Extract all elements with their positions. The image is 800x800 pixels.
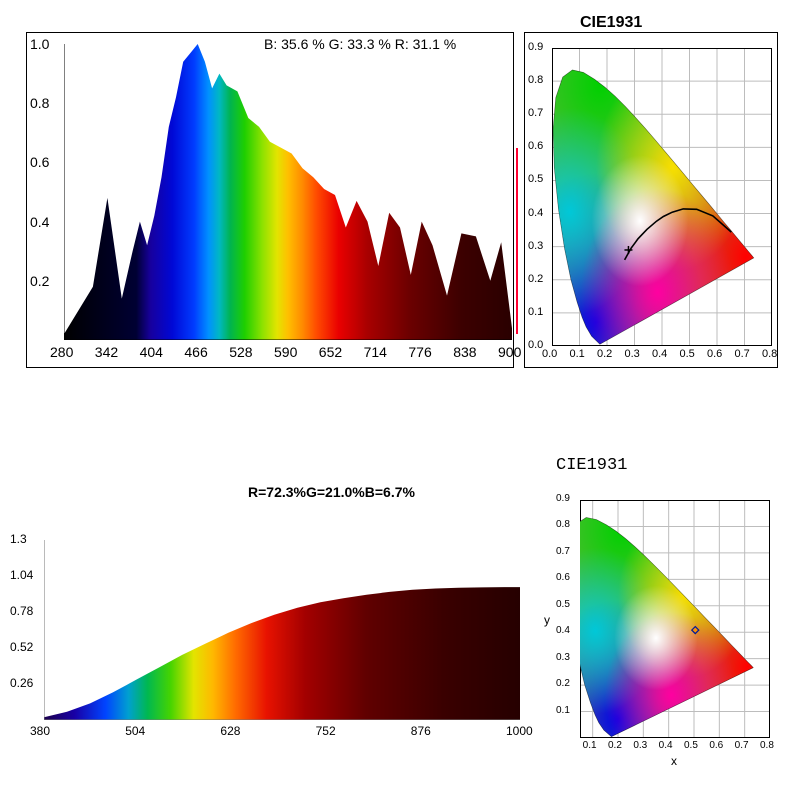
xtick-top: 590 (274, 344, 297, 360)
red-marker (516, 148, 518, 334)
xtick-top: 714 (364, 344, 387, 360)
ytick-bot: 1.3 (10, 532, 27, 546)
cie-ytick-ctop: 0.2 (528, 273, 543, 285)
ytick-bot: 0.78 (10, 604, 33, 618)
ytick-top: 0.2 (30, 273, 49, 289)
cie-xtick-ctop: 0.8 (762, 348, 777, 360)
cie-xlabel-cbot: x (671, 754, 677, 768)
spectrum-title-top: B: 35.6 % G: 33.3 % R: 31.1 % (264, 36, 456, 52)
cie-ytick-ctop: 0.5 (528, 173, 543, 185)
cie-xtick-ctop: 0.7 (735, 348, 750, 360)
cie-ytick-ctop: 0.4 (528, 207, 543, 219)
cie-title-ctop: CIE1931 (580, 14, 642, 32)
cie-ytick-cbot: 0.6 (556, 572, 570, 583)
cie-ytick-ctop: 0.0 (528, 339, 543, 351)
xtick-bot: 1000 (506, 724, 533, 738)
cie-ytick-ctop: 0.8 (528, 74, 543, 86)
cie-ytick-cbot: 0.8 (556, 519, 570, 530)
cie-xtick-cbot: 0.6 (709, 740, 723, 751)
xtick-top: 900 (498, 344, 521, 360)
cie-ytick-ctop: 0.3 (528, 240, 543, 252)
cie-xtick-cbot: 0.8 (760, 740, 774, 751)
xtick-top: 528 (229, 344, 252, 360)
ytick-bot: 0.26 (10, 676, 33, 690)
ytick-top: 0.6 (30, 154, 49, 170)
cie-ytick-cbot: 0.7 (556, 546, 570, 557)
xtick-top: 280 (50, 344, 73, 360)
cie-xtick-ctop: 0.1 (570, 348, 585, 360)
ytick-top: 0.8 (30, 95, 49, 111)
xtick-top: 404 (140, 344, 163, 360)
cie-xtick-cbot: 0.1 (583, 740, 597, 751)
cie-xtick-cbot: 0.2 (608, 740, 622, 751)
xtick-top: 466 (184, 344, 207, 360)
cie-ytick-cbot: 0.5 (556, 599, 570, 610)
spectrum-plot-top (64, 44, 512, 340)
ytick-bot: 0.52 (10, 640, 33, 654)
ytick-top: 0.4 (30, 214, 49, 230)
cie-xtick-cbot: 0.3 (633, 740, 647, 751)
cie-xtick-cbot: 0.4 (659, 740, 673, 751)
ytick-top: 1.0 (30, 36, 49, 52)
cie-plot-ctop (552, 48, 772, 346)
cie-title-cbot: CIE1931 (556, 456, 627, 475)
spectrum-title-bot: R=72.3%G=21.0%B=6.7% (248, 484, 415, 500)
cie-xtick-ctop: 0.0 (542, 348, 557, 360)
xtick-bot: 504 (125, 724, 145, 738)
cie-ytick-ctop: 0.7 (528, 107, 543, 119)
cie-plot-cbot (580, 500, 770, 738)
cie-ytick-cbot: 0.2 (556, 678, 570, 689)
ytick-bot: 1.04 (10, 568, 33, 582)
cie-ytick-ctop: 0.9 (528, 41, 543, 53)
cie-xtick-ctop: 0.6 (707, 348, 722, 360)
cie-ytick-ctop: 0.6 (528, 140, 543, 152)
xtick-bot: 752 (316, 724, 336, 738)
xtick-bot: 380 (30, 724, 50, 738)
cie-ylabel-cbot: y (544, 613, 550, 627)
cie-xtick-ctop: 0.3 (625, 348, 640, 360)
cie-xtick-ctop: 0.4 (652, 348, 667, 360)
xtick-bot: 628 (220, 724, 240, 738)
cie-xtick-ctop: 0.5 (680, 348, 695, 360)
cie-ytick-cbot: 0.9 (556, 493, 570, 504)
cie-xtick-cbot: 0.7 (735, 740, 749, 751)
spectrum-plot-bot (44, 540, 520, 720)
cie-ytick-cbot: 0.4 (556, 625, 570, 636)
xtick-top: 652 (319, 344, 342, 360)
xtick-top: 776 (408, 344, 431, 360)
xtick-top: 838 (453, 344, 476, 360)
cie-ytick-ctop: 0.1 (528, 306, 543, 318)
cie-xtick-cbot: 0.5 (684, 740, 698, 751)
cie-xtick-ctop: 0.2 (597, 348, 612, 360)
cie-ytick-cbot: 0.3 (556, 652, 570, 663)
cie-ytick-cbot: 0.1 (556, 705, 570, 716)
xtick-top: 342 (95, 344, 118, 360)
xtick-bot: 876 (411, 724, 431, 738)
